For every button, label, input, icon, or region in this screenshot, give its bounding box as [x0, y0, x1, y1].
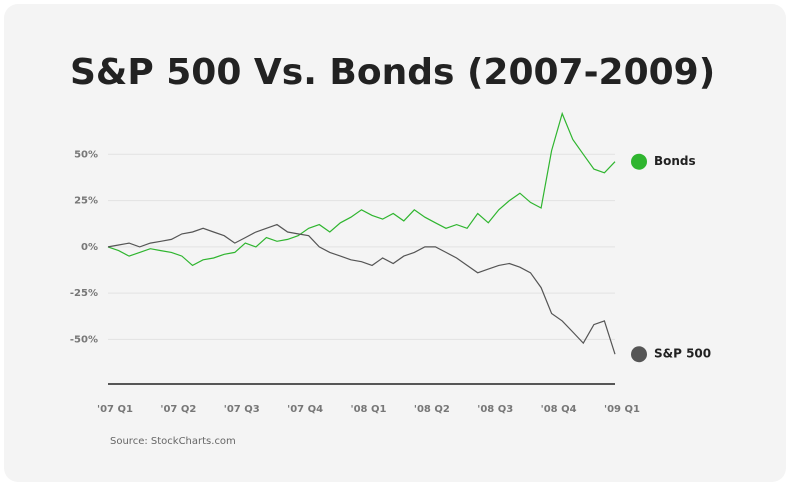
chart-title: S&P 500 Vs. Bonds (2007-2009): [70, 52, 715, 93]
y-tick-label: 50%: [74, 149, 98, 160]
source: Source: StockCharts.com: [110, 436, 236, 447]
x-tick-label: '08 Q1: [351, 404, 387, 415]
legend-label: S&P 500: [654, 347, 711, 361]
card: [4, 4, 786, 482]
legend-marker: [631, 346, 647, 363]
y-tick-label: 25%: [74, 196, 98, 207]
x-tick-label: '08 Q4: [541, 404, 577, 415]
x-tick-label: '09 Q1: [604, 404, 640, 415]
x-tick-label: '07 Q1: [97, 404, 133, 415]
y-tick-label: -25%: [70, 288, 98, 299]
x-tick-label: '07 Q3: [224, 404, 260, 415]
y-tick-label: -50%: [70, 334, 98, 345]
x-tick-label: '08 Q3: [477, 404, 513, 415]
legend-marker: [631, 153, 647, 170]
legend-label: Bonds: [654, 154, 696, 168]
x-tick-label: '07 Q2: [160, 404, 196, 415]
y-tick-label: 0%: [81, 242, 98, 253]
x-tick-label: '08 Q2: [414, 404, 450, 415]
series-line: [107, 223, 616, 355]
series-line: [107, 111, 616, 267]
x-tick-label: '07 Q4: [287, 404, 323, 415]
